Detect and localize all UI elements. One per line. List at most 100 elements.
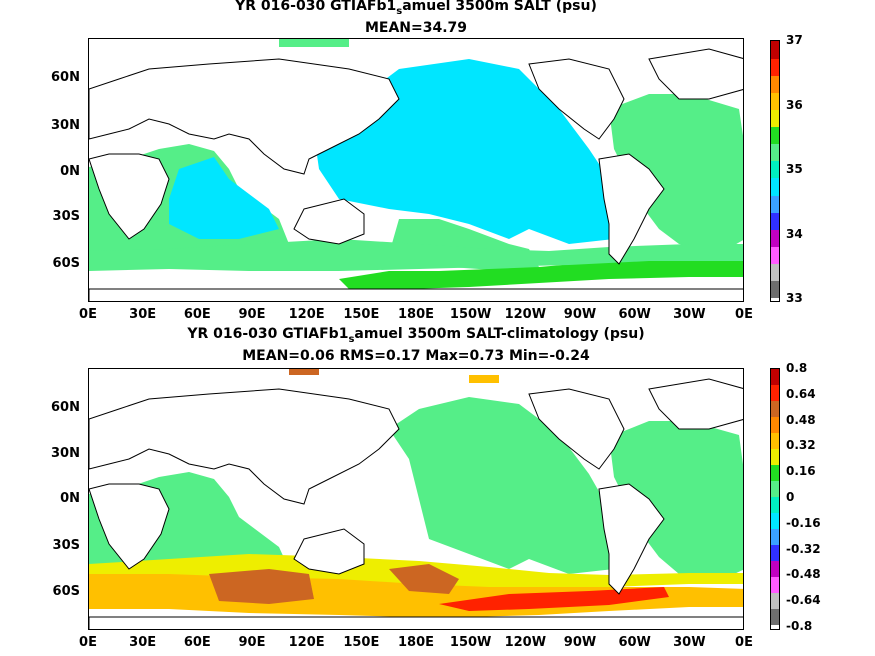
bottom-lat-60s: 60S (52, 584, 80, 599)
colorbar-segment (771, 513, 779, 529)
bottom-lon-label: 60W (618, 635, 651, 650)
top-lat-30n: 30N (51, 118, 80, 133)
colorbar-segment (771, 561, 779, 577)
top-title-main: YR 016-030 GTIAFb1 (235, 0, 397, 14)
bottom-lon-label: 150W (449, 635, 492, 650)
colorbar-segment (771, 497, 779, 513)
colorbar-tick-label: 37 (786, 33, 803, 47)
bottom-title-rest: amuel 3500m SALT-climatology (psu) (354, 326, 645, 342)
bottom-lat-30s: 30S (52, 538, 80, 553)
top-southern-ocean (339, 259, 743, 289)
top-lat-0n: 0N (60, 164, 80, 179)
bottom-lon-label: 150E (343, 635, 380, 650)
bottom-lon-label: 90E (238, 635, 266, 650)
colorbar-segment (771, 577, 779, 593)
colorbar-segment (771, 211, 779, 230)
top-lon-label: 150E (343, 307, 380, 322)
colorbar-segment (771, 401, 779, 417)
top-lat-30s: 30S (52, 209, 80, 224)
bottom-arctic-2 (469, 375, 499, 383)
bottom-map (88, 368, 744, 630)
bottom-map-svg (89, 369, 743, 629)
bottom-title-main: YR 016-030 GTIAFb1 (187, 326, 349, 342)
colorbar-segment (771, 143, 779, 162)
top-lon-label: 180E (397, 307, 435, 322)
top-panel-stats: MEAN=34.79 (364, 20, 468, 36)
top-arctic (279, 39, 349, 47)
colorbar-tick-label: 0.16 (786, 464, 816, 479)
colorbar-tick-label: 33 (786, 291, 803, 305)
colorbar-segment (771, 160, 779, 179)
colorbar-segment (771, 385, 779, 401)
bottom-panel-stats: MEAN=0.06 RMS=0.17 Max=0.73 Min=-0.24 (242, 348, 590, 364)
colorbar-segment (771, 58, 779, 77)
colorbar-segment (771, 593, 779, 609)
bottom-atlantic (609, 421, 743, 581)
colorbar-tick-label: -0.16 (786, 515, 821, 530)
top-title-sub: s (396, 5, 403, 17)
top-lon-label: 150W (449, 307, 492, 322)
colorbar-segment (771, 545, 779, 561)
colorbar-tick-label: 36 (786, 97, 803, 112)
colorbar-segment (771, 228, 779, 247)
colorbar-segment (771, 109, 779, 128)
top-indian-cyan (169, 157, 279, 239)
top-colorbar (770, 40, 780, 302)
bottom-dark-patch-2 (389, 564, 459, 594)
top-lon-label: 120E (288, 307, 325, 322)
colorbar-segment (771, 465, 779, 481)
colorbar-tick-label: 0 (786, 490, 795, 504)
colorbar-segment (771, 262, 779, 281)
bottom-title-sub: s (348, 333, 355, 345)
top-map-svg (89, 39, 743, 301)
bottom-dark-patch-1 (209, 569, 314, 604)
top-lon-label: 30W (673, 307, 706, 322)
bottom-panel-title: YR 016-030 GTIAFb1samuel 3500m SALT-clim… (88, 326, 744, 348)
bottom-lat-0n: 0N (60, 491, 80, 506)
top-lon-label: 0E (79, 307, 97, 322)
colorbar-segment (771, 529, 779, 545)
bottom-lon-label: 30E (129, 635, 157, 650)
bottom-colorbar (770, 368, 780, 630)
colorbar-tick-label: 0.64 (786, 386, 816, 401)
top-lon-label: 90E (238, 307, 266, 322)
top-lon-label: 120W (504, 307, 547, 322)
bottom-arctic-1 (289, 369, 319, 375)
top-lon-label: 30E (129, 307, 157, 322)
colorbar-tick-label: -0.48 (786, 567, 821, 582)
top-continents (89, 48, 743, 301)
top-lat-60n: 60N (51, 70, 80, 85)
bottom-lon-label: 180E (397, 635, 435, 650)
colorbar-tick-label: 0.32 (786, 438, 816, 453)
colorbar-segment (771, 41, 779, 59)
colorbar-segment (771, 126, 779, 145)
top-map (88, 38, 744, 302)
top-lon-label: 90W (563, 307, 597, 322)
bottom-lon-label: 0E (735, 635, 753, 650)
top-panel-title: YR 016-030 GTIAFb1samuel 3500m SALT (psu… (88, 0, 744, 20)
bottom-lon-label: 90W (563, 635, 597, 650)
colorbar-tick-label: 0.48 (786, 412, 816, 427)
bottom-red-band (439, 587, 669, 611)
colorbar-tick-label: 0.8 (786, 361, 808, 375)
bottom-lon-label: 0E (79, 635, 97, 650)
top-southern-band (89, 239, 743, 271)
bottom-lat-60n: 60N (51, 400, 80, 415)
colorbar-segment (771, 433, 779, 449)
colorbar-segment (771, 609, 779, 625)
colorbar-tick-label: -0.8 (786, 619, 813, 633)
top-title-rest: amuel 3500m SALT (psu) (402, 0, 597, 14)
colorbar-segment (771, 417, 779, 433)
colorbar-segment (771, 481, 779, 497)
bottom-lon-label: 120E (288, 635, 325, 650)
colorbar-segment (771, 245, 779, 264)
bottom-lon-label: 60E (183, 635, 211, 650)
top-atlantic (609, 94, 743, 254)
colorbar-segment (771, 194, 779, 213)
colorbar-tick-label: 34 (786, 226, 803, 241)
bottom-lon-label: 120W (504, 635, 547, 650)
colorbar-tick-label: -0.32 (786, 541, 821, 556)
colorbar-segment (771, 177, 779, 196)
colorbar-segment (771, 75, 779, 94)
colorbar-segment (771, 449, 779, 465)
